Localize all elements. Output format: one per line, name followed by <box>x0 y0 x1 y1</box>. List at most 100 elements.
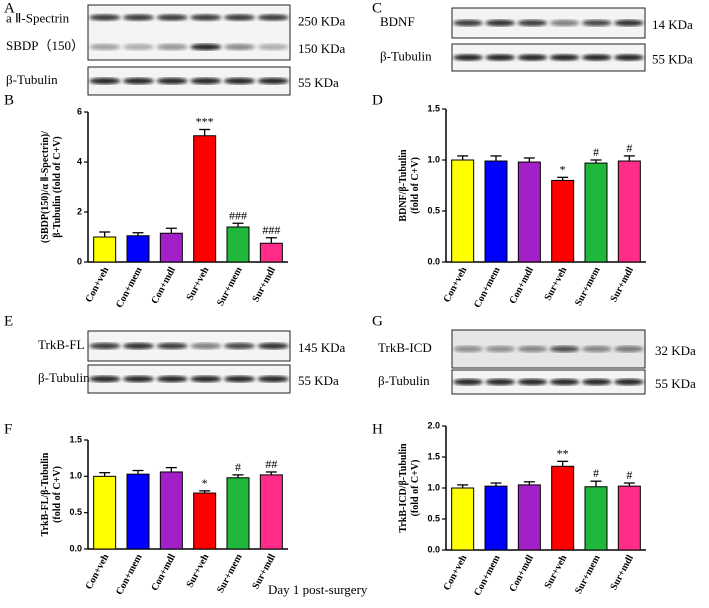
blot-band <box>549 54 580 61</box>
blot-size: 32 KDa <box>655 343 696 358</box>
bar <box>517 161 541 263</box>
blot-band <box>190 43 222 51</box>
blot-band <box>581 19 612 27</box>
blot-size: 55 KDa <box>655 376 696 391</box>
blot-frame <box>87 364 291 394</box>
bar <box>451 159 475 263</box>
blot-band <box>123 342 154 350</box>
y-tick-label: 4 <box>77 156 82 166</box>
panel-letter: H <box>372 421 383 437</box>
y-tick-label: 1.5 <box>69 434 82 444</box>
blot-band <box>485 378 516 386</box>
blot-band <box>123 43 154 51</box>
blot-band <box>156 43 188 51</box>
blot-band <box>156 375 188 383</box>
blot-band <box>224 14 255 21</box>
blot-band <box>156 14 188 21</box>
blot-band <box>257 77 289 85</box>
blot-size: 55 KDa <box>652 51 693 66</box>
blot-frame <box>451 43 646 72</box>
x-tick-label: Con+mdl <box>507 553 536 594</box>
y-axis-label-line: (SBDP(150)/α Ⅱ-Spectrin)/ <box>40 131 51 243</box>
blot-band <box>453 19 483 27</box>
y-tick-label: 1.5 <box>427 103 440 113</box>
x-tick-label: Sur+mdl <box>608 553 636 592</box>
y-tick-label: 0.5 <box>427 205 440 215</box>
significance: ### <box>262 223 280 237</box>
x-tick-label: Sur+mem <box>573 553 603 596</box>
bar <box>451 487 475 551</box>
blot-frame <box>451 329 646 369</box>
blot-size: 150 KDa <box>298 41 346 56</box>
x-tick-label: Sur+veh <box>185 265 212 303</box>
blot-band <box>485 345 516 353</box>
panel-letter: A <box>4 0 15 16</box>
blot-band <box>224 43 255 51</box>
x-tick-label: Con+veh <box>442 265 470 305</box>
x-tick-label: Sur+mem <box>215 265 245 308</box>
blot-band <box>89 342 121 350</box>
x-tick-label: Con+mem <box>114 265 145 310</box>
x-tick-label: Sur+veh <box>543 265 570 303</box>
bar <box>259 474 283 550</box>
blot-band <box>89 375 121 383</box>
blot-band <box>224 77 255 85</box>
blot-band <box>257 14 289 21</box>
blot-band <box>517 378 548 386</box>
bar <box>484 160 508 263</box>
x-tick-label: Con+veh <box>84 552 112 592</box>
y-tick-label: 2.0 <box>427 420 440 430</box>
blot-size: 55 KDa <box>298 373 339 388</box>
y-tick-label: 1.0 <box>427 482 440 492</box>
blot-label: SBDP（150） <box>6 38 84 53</box>
significance: # <box>593 466 599 480</box>
x-tick-label: Con+mem <box>472 553 503 598</box>
blot-band <box>190 342 222 350</box>
y-axis-label-line: (fold of C+V) <box>410 460 421 517</box>
y-axis-label-line: TrkB-ICD/β-Tubulin <box>398 443 409 533</box>
bar <box>93 236 117 263</box>
blot-band <box>581 345 612 353</box>
blot-label: β-Tubulin <box>380 48 432 63</box>
blot-band <box>257 375 289 383</box>
significance: *** <box>196 115 214 129</box>
bar <box>93 475 117 550</box>
blot-label: β-Tubulin <box>378 373 430 388</box>
y-axis-label-line: (fold of C+V) <box>52 466 63 523</box>
y-axis-label: BDNF/β-Tubulin(fold of C+V) <box>398 149 421 222</box>
x-tick-label: Con+mdl <box>507 265 536 306</box>
blot-band <box>517 19 548 27</box>
y-tick-label: 0.0 <box>69 543 82 553</box>
significance: # <box>593 145 599 159</box>
y-tick-label: 2 <box>77 206 82 216</box>
bar <box>193 135 217 263</box>
x-tick-label: Sur+mem <box>215 552 245 595</box>
bar <box>226 226 250 263</box>
blot-band <box>614 345 644 353</box>
blot-band <box>89 14 121 21</box>
blot-band <box>190 375 222 383</box>
y-tick-label: 6 <box>77 106 82 116</box>
x-tick-label: Sur+mdl <box>608 265 636 304</box>
bar <box>226 477 250 550</box>
blot-band <box>453 378 483 386</box>
blot-label: β-Tubulin <box>6 72 58 87</box>
x-tick-label: Con+mdl <box>149 265 178 306</box>
x-tick-label: Sur+veh <box>543 553 570 591</box>
panel-letter: F <box>4 421 12 437</box>
y-tick-label: 0.5 <box>427 513 440 523</box>
bar <box>551 179 575 263</box>
blot-band <box>224 342 255 350</box>
blot-band <box>123 14 154 21</box>
blot-band <box>485 19 516 27</box>
significance: ** <box>557 446 569 460</box>
x-tick-label: Con+veh <box>442 553 470 593</box>
bar <box>517 484 541 551</box>
blot-band <box>549 19 580 27</box>
blot-band <box>89 77 121 85</box>
x-tick-label: Con+mem <box>472 265 503 310</box>
bar <box>193 492 217 550</box>
significance: # <box>626 468 632 482</box>
blot-size: 250 KDa <box>298 13 346 28</box>
y-axis-label: TrkB-ICD/β-Tubulin(fold of C+V) <box>398 443 421 533</box>
